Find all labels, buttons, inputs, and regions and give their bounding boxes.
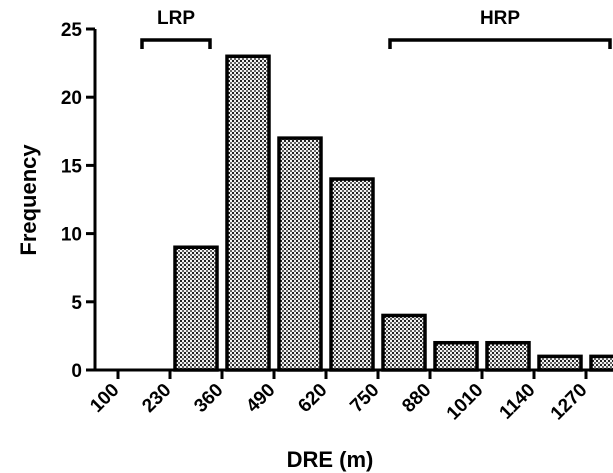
- x-tick-label-620: 620: [294, 380, 331, 417]
- bar-750: [383, 315, 425, 370]
- bar-880: [435, 343, 477, 370]
- x-tick-label-100: 100: [86, 380, 123, 417]
- x-axis-title: DRE (m): [287, 447, 374, 472]
- bar-1010: [487, 343, 529, 370]
- y-tick-label-5: 5: [71, 293, 82, 314]
- bracket-label-hrp: HRP: [480, 8, 520, 29]
- y-tick-label-0: 0: [71, 361, 82, 382]
- x-tick-label-360: 360: [190, 380, 227, 417]
- x-tick-label-230: 230: [138, 380, 175, 417]
- x-tick-label-1010: 1010: [443, 380, 488, 425]
- y-tick-label-10: 10: [61, 225, 82, 246]
- bar-230: [175, 247, 217, 370]
- x-tick-label-1270: 1270: [547, 380, 592, 425]
- x-tick-label-490: 490: [242, 380, 279, 417]
- y-tick-label-20: 20: [61, 88, 82, 109]
- bracket-lrp: [142, 40, 210, 49]
- brackets-group: LRP HRP: [142, 8, 610, 49]
- bar-1270: [591, 356, 613, 370]
- x-tick-label-750: 750: [346, 380, 383, 417]
- x-tick-label-880: 880: [398, 380, 435, 417]
- bar-1140: [539, 356, 581, 370]
- y-tick-label-25: 25: [61, 20, 83, 41]
- bars-group: [175, 56, 613, 370]
- y-axis-title: Frequency: [16, 144, 41, 256]
- bracket-hrp: [390, 40, 610, 49]
- y-tick-label-15: 15: [61, 156, 83, 177]
- x-tick-label-1140: 1140: [496, 380, 540, 424]
- bar-360: [227, 56, 269, 370]
- bar-620: [331, 179, 373, 370]
- bar-490: [279, 138, 321, 370]
- bracket-label-lrp: LRP: [157, 8, 195, 29]
